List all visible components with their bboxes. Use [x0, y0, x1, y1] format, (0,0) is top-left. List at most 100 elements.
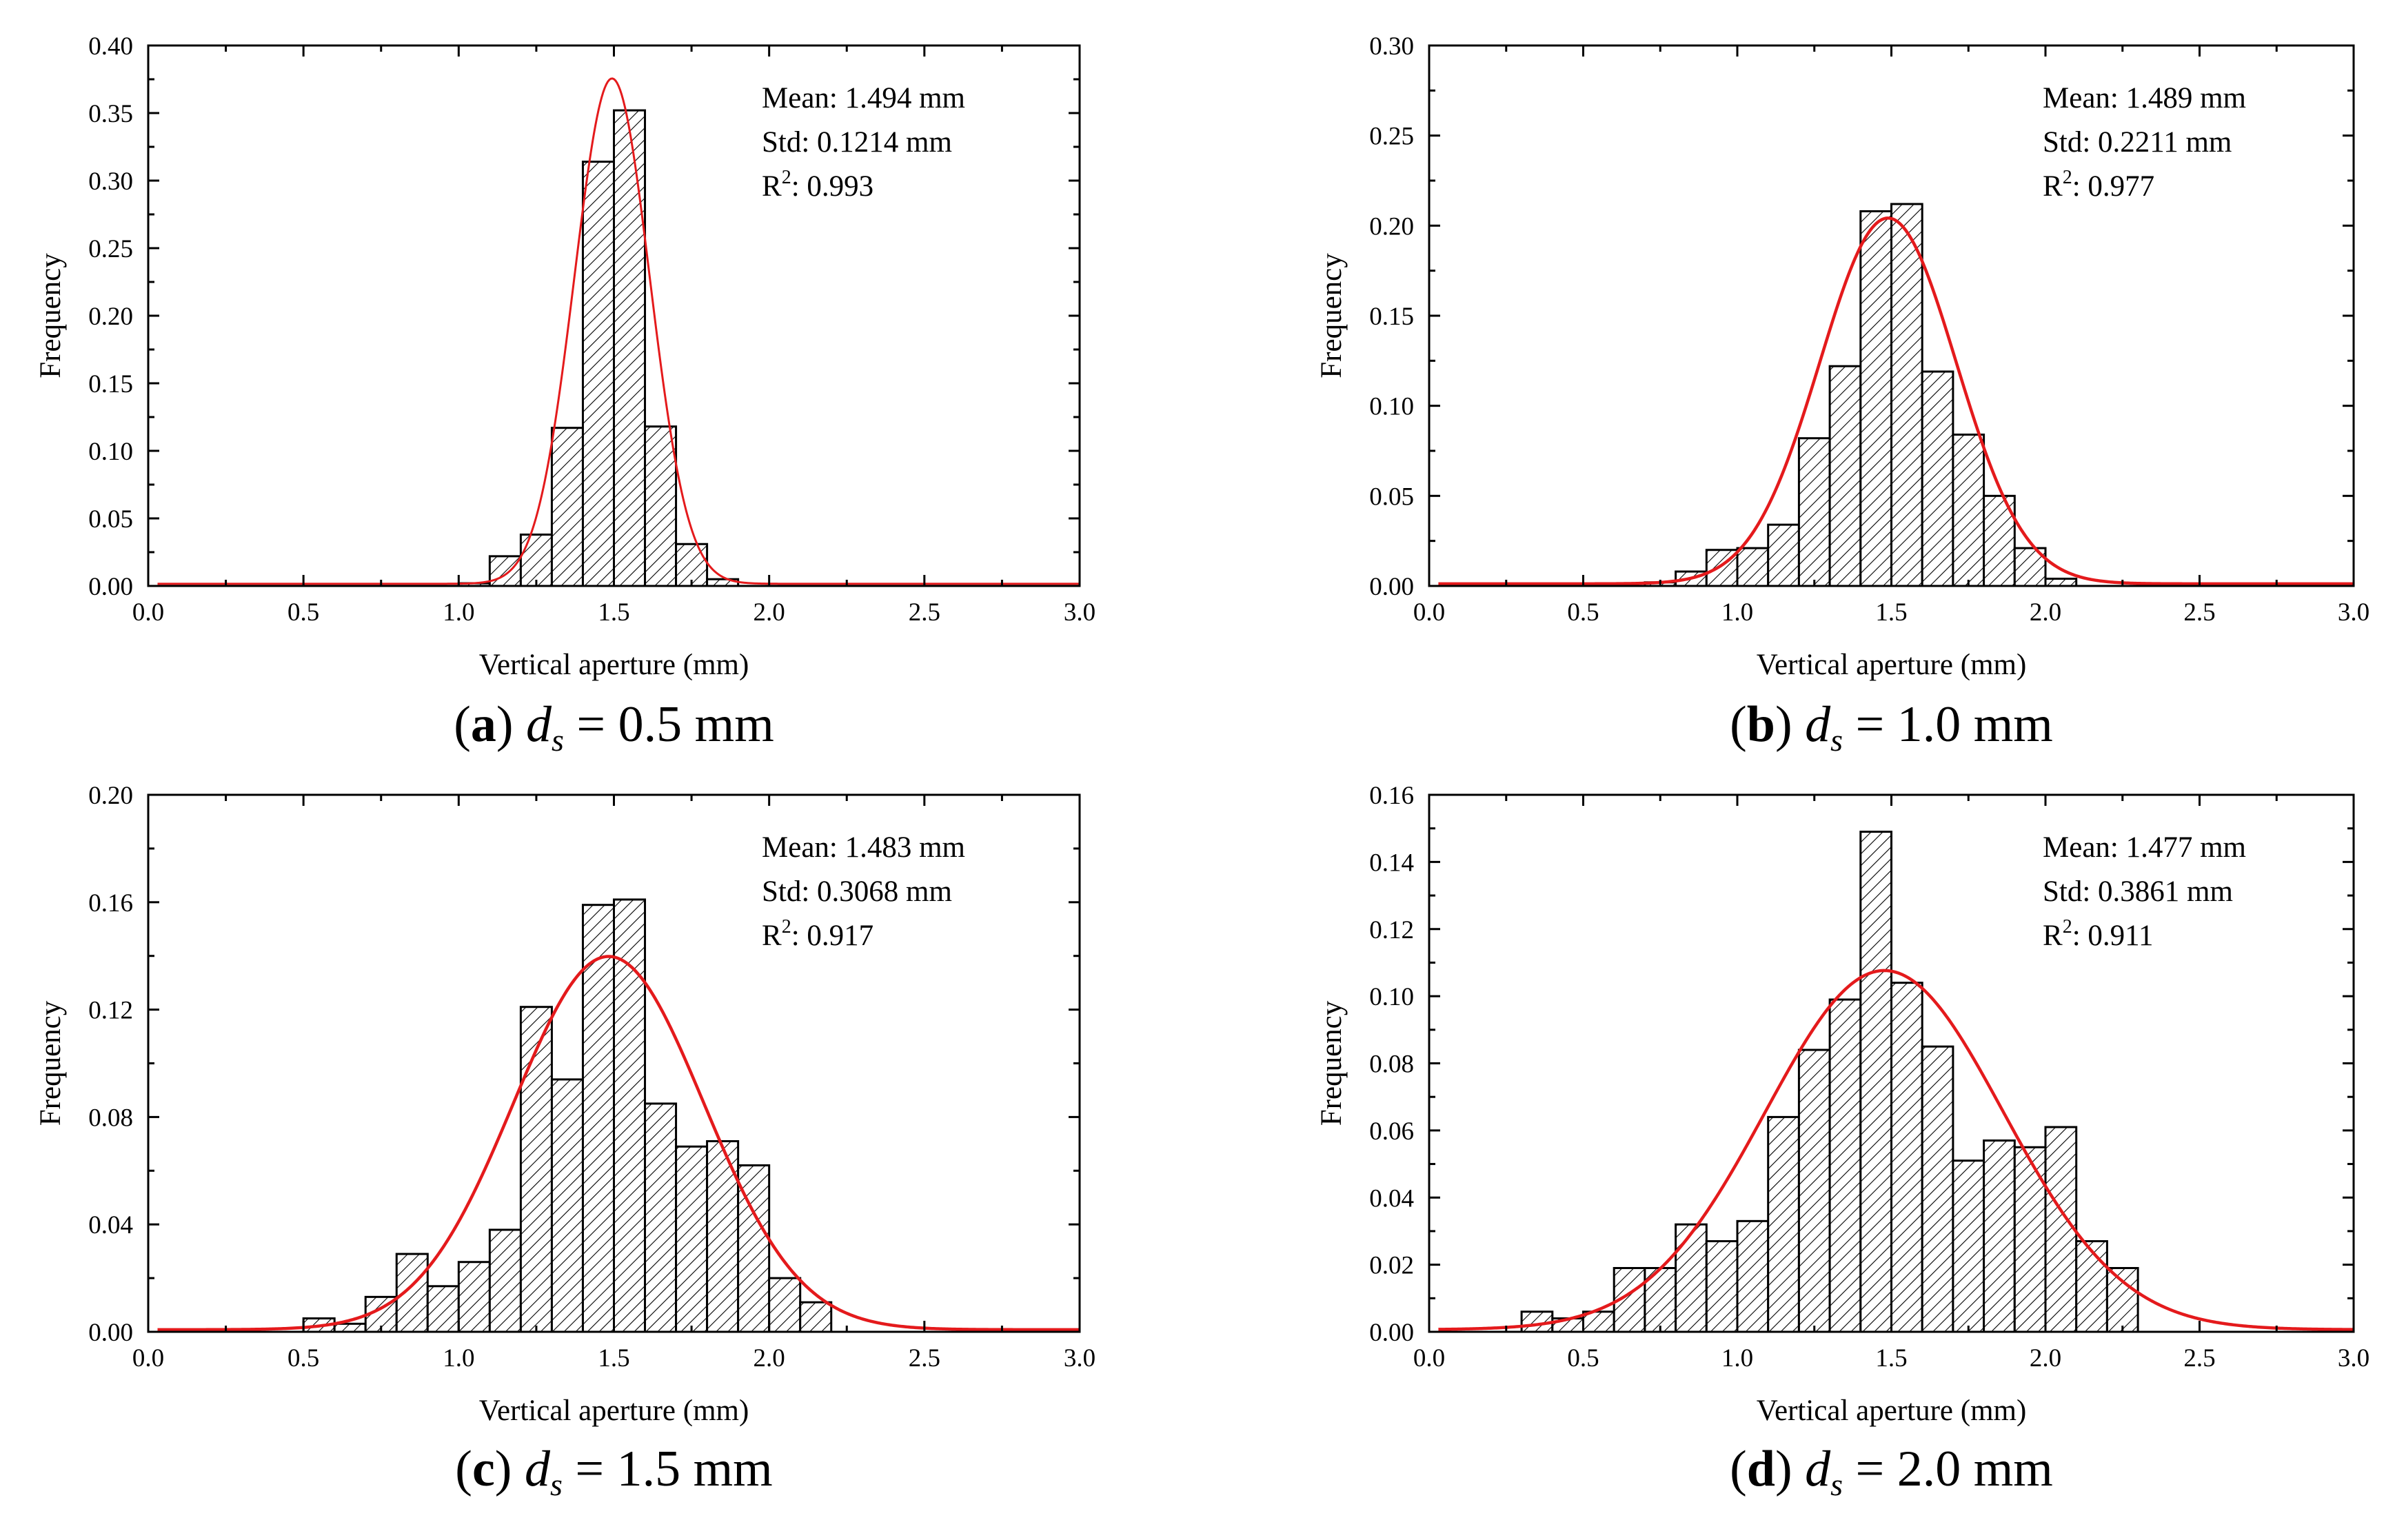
y-tick-label: 0.00 — [88, 573, 133, 601]
histogram-bar — [1767, 523, 1800, 587]
histogram-bar — [488, 1228, 522, 1333]
x-tick-label: 2.5 — [909, 1344, 940, 1372]
y-tick-label: 0.20 — [1369, 212, 1414, 241]
histogram-bar — [768, 1277, 802, 1333]
x-tick-label: 1.5 — [1875, 1344, 1907, 1372]
r2-value: : 0.917 — [791, 920, 873, 952]
x-tick-label: 1.0 — [1721, 598, 1753, 627]
histogram-bar — [1736, 547, 1770, 587]
x-tick-label: 3.0 — [2338, 1344, 2369, 1372]
histogram-bar — [1890, 203, 1923, 587]
y-tick-label: 0.10 — [1369, 393, 1414, 421]
caption-part: a — [471, 696, 496, 753]
y-tick-label: 0.04 — [88, 1211, 133, 1239]
caption-part: ) — [495, 1441, 525, 1497]
x-tick-label: 0.0 — [132, 1344, 164, 1372]
panel-caption: (b) ds = 1.0 mm — [1730, 696, 2053, 758]
stats-std: Std: 0.3068 mm — [762, 875, 952, 908]
y-tick-label: 0.30 — [1369, 32, 1414, 61]
histogram-bar — [1921, 370, 1954, 587]
x-axis-label: Vertical aperture (mm) — [1757, 649, 2027, 681]
y-tick-label: 0.06 — [1369, 1117, 1414, 1146]
histogram-bar — [1859, 831, 1893, 1333]
caption-part: d — [1805, 1441, 1831, 1497]
y-axis-label: Frequency — [34, 253, 67, 378]
histogram-bar — [1797, 437, 1831, 587]
histogram-bar — [675, 543, 709, 587]
histogram-bar — [2013, 1146, 2047, 1333]
r2-value: : 0.993 — [791, 170, 873, 203]
r2-superscript: 2 — [782, 916, 791, 938]
histogram-bar — [2044, 1126, 2078, 1333]
y-tick-label: 0.12 — [88, 997, 133, 1025]
x-tick-label: 1.0 — [443, 1344, 474, 1372]
y-tick-label: 0.30 — [88, 168, 133, 196]
histogram-bar — [488, 555, 522, 587]
x-tick-label: 0.5 — [287, 598, 319, 627]
histogram-bar — [2075, 1240, 2108, 1333]
histogram-bar — [1952, 433, 1985, 587]
r2-symbol: R — [2043, 170, 2063, 203]
caption-part: d — [525, 1441, 551, 1497]
histogram-bar — [1952, 1159, 1985, 1333]
histogram-bar — [799, 1301, 833, 1333]
panel-a: 0.0 0.5 1.0 1.5 2.0 2.5 3.0 0.00 0.05 0.10 0.15 0.2… — [34, 32, 1095, 758]
r2-superscript: 2 — [2063, 167, 2072, 188]
panel-caption: (a) ds = 0.5 mm — [454, 696, 774, 758]
r2-superscript: 2 — [2063, 916, 2072, 938]
x-tick-label: 1.0 — [443, 598, 474, 627]
y-tick-label: 0.20 — [88, 303, 133, 331]
histogram-bar — [2044, 578, 2078, 587]
histogram-bar — [519, 1006, 553, 1333]
y-tick-label: 0.12 — [1369, 916, 1414, 944]
caption-part: ) — [1775, 1441, 1805, 1497]
x-axis-label: Vertical aperture (mm) — [479, 1395, 749, 1427]
histogram-bar — [644, 425, 678, 587]
histogram-bar — [644, 1102, 678, 1333]
y-tick-label: 0.16 — [1369, 782, 1414, 810]
caption-part: = 0.5 mm — [564, 696, 774, 753]
y-tick-label: 0.08 — [88, 1104, 133, 1132]
caption-part: = 1.0 mm — [1843, 696, 2053, 753]
caption-part: s — [552, 722, 564, 758]
histogram-bar — [1705, 1240, 1739, 1333]
caption-part: ) — [1775, 696, 1805, 753]
caption-part: c — [472, 1441, 495, 1497]
y-tick-label: 0.05 — [88, 505, 133, 534]
y-axis-label: Frequency — [1315, 1000, 1348, 1126]
y-tick-label: 0.04 — [1369, 1184, 1414, 1213]
x-tick-label: 1.5 — [598, 1344, 629, 1372]
histogram-bar — [1890, 982, 1923, 1333]
y-tick-label: 0.00 — [88, 1319, 133, 1347]
fit-curve — [1438, 969, 2354, 1331]
histogram-bar — [1859, 210, 1893, 587]
stats-mean: Mean: 1.494 mm — [762, 82, 965, 114]
histogram-bar — [426, 1285, 460, 1333]
histogram-bar — [550, 1078, 584, 1333]
histogram-bar — [613, 109, 647, 587]
histogram-bar — [613, 898, 647, 1333]
y-axis-label: Frequency — [1315, 253, 1348, 378]
histogram-bar — [581, 161, 616, 587]
stats-mean: Mean: 1.483 mm — [762, 831, 965, 864]
x-tick-label: 2.0 — [754, 598, 785, 627]
y-tick-label: 0.10 — [88, 438, 133, 466]
stats-std: Std: 0.1214 mm — [762, 126, 952, 159]
histogram-bar — [1736, 1219, 1770, 1333]
caption-part: ) — [496, 696, 526, 753]
stats-r2: R2: 0.993 — [762, 167, 873, 203]
y-tick-label: 0.35 — [88, 100, 133, 128]
y-axis-label: Frequency — [34, 1000, 67, 1126]
caption-part: = 1.5 mm — [563, 1441, 773, 1497]
caption-part: ( — [454, 696, 471, 753]
stats-std: Std: 0.2211 mm — [2043, 126, 2232, 159]
caption-part: d — [1805, 696, 1831, 753]
r2-value: : 0.911 — [2072, 920, 2154, 952]
y-tick-label: 0.25 — [88, 235, 133, 263]
r2-symbol: R — [2043, 920, 2063, 952]
y-tick-label: 0.10 — [1369, 983, 1414, 1011]
y-tick-label: 0.14 — [1369, 849, 1414, 877]
fit-curve — [157, 77, 1080, 585]
panel-b: 0.0 0.5 1.0 1.5 2.0 2.5 3.0 0.00 0.05 0.10 0.15 0.2… — [1315, 32, 2369, 758]
x-tick-label: 2.5 — [2183, 1344, 2215, 1372]
